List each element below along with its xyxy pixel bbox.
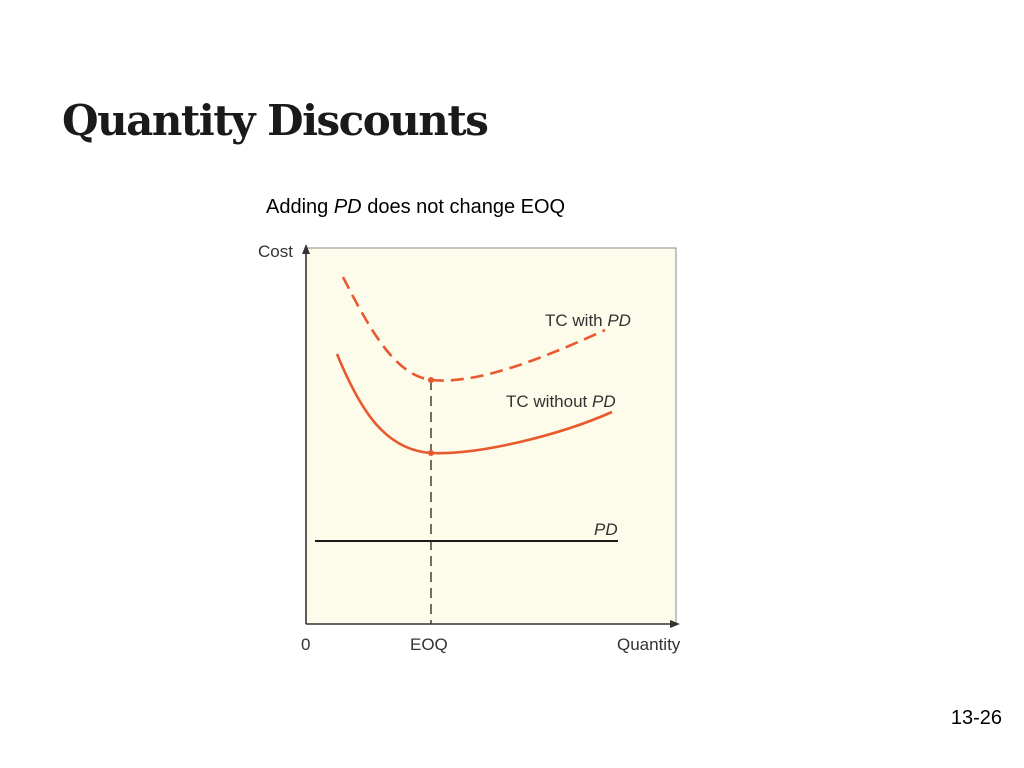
page-title: Quantity Discounts [62, 96, 489, 145]
pd-line-label: PD [594, 520, 618, 539]
tc-without-pd-label-em: PD [592, 392, 616, 411]
tc-without-pd-label-text: TC without [506, 392, 592, 411]
tc-without-pd-label: TC without PD [506, 392, 616, 411]
subtitle-em: PD [333, 196, 362, 218]
subtitle-post: does not change EOQ [361, 196, 566, 218]
y-axis-label: Cost [258, 242, 293, 261]
tc-with-pd-label-text: TC with [545, 311, 607, 330]
tc-with-pd-min-point [428, 377, 434, 383]
x-axis-arrow [670, 620, 680, 628]
plot-area [305, 247, 677, 625]
tc-without-pd-min-point [428, 450, 434, 456]
subtitle: Adding PD does not change EOQ [266, 196, 565, 219]
eoq-label: EOQ [410, 635, 448, 654]
origin-label: 0 [301, 635, 310, 654]
y-axis-arrow [302, 244, 310, 254]
x-axis-label: Quantity [617, 635, 681, 654]
tc-with-pd-label: TC with PD [545, 311, 631, 330]
slide-number: 13-26 [950, 707, 1002, 729]
tc-with-pd-label-em: PD [607, 311, 631, 330]
subtitle-pre: Adding [266, 196, 334, 218]
